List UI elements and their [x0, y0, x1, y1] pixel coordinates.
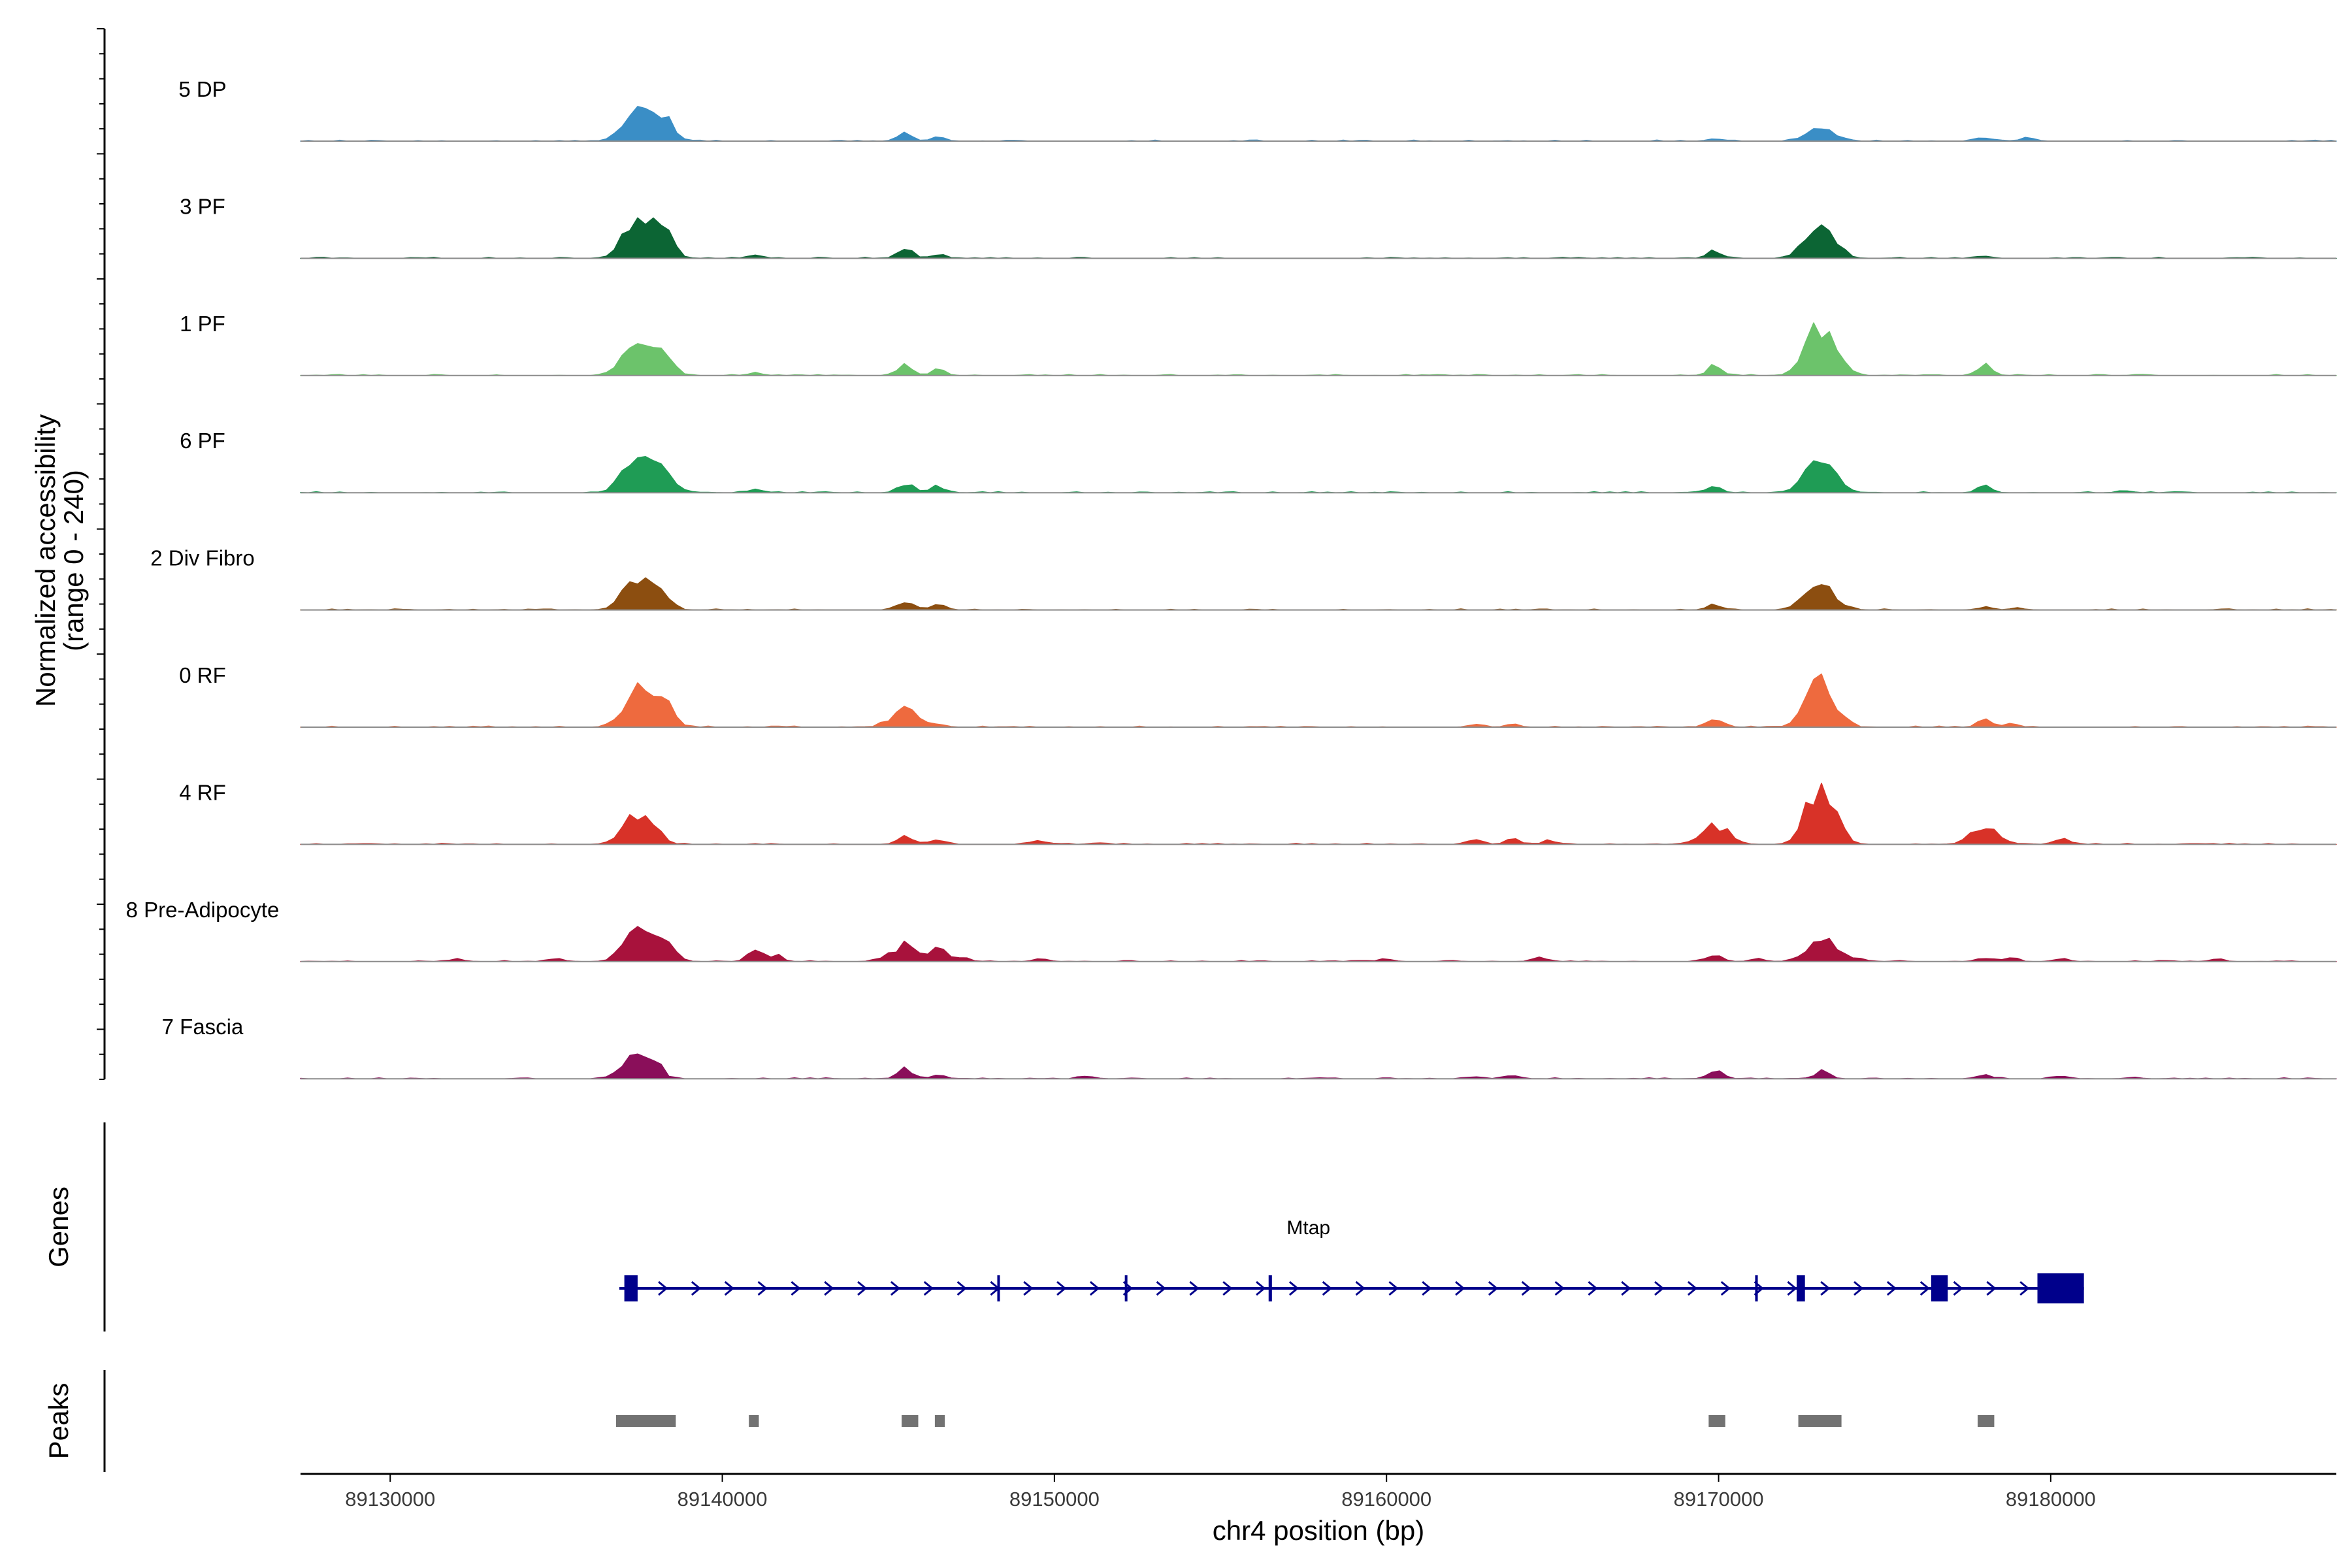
- strand-arrow-icon: [1056, 1281, 1067, 1296]
- track-7-fascia: 7 Fascia: [162, 1015, 2337, 1080]
- track-label: 7 Fascia: [162, 1015, 244, 1039]
- peaks-panel-title: Peaks: [43, 1383, 74, 1460]
- peak-region: [749, 1415, 759, 1427]
- strand-arrow-icon: [1455, 1281, 1465, 1296]
- strand-arrow-icon: [1422, 1281, 1432, 1296]
- x-axis-ticks: 89130000 89140000 89150000 89160000 89170000…: [345, 1474, 2096, 1511]
- coverage-area: [300, 673, 2337, 728]
- exon: [1124, 1275, 1128, 1301]
- strand-arrow-icon: [1621, 1281, 1631, 1296]
- x-tick-label: 89140000: [678, 1488, 768, 1511]
- exon: [2037, 1273, 2084, 1303]
- gene-label: Mtap: [1286, 1217, 1330, 1239]
- strand-arrow-icon: [1222, 1281, 1233, 1296]
- coverage-tracks: 5 DP 3 PF 1 PF 6 PF 2 Div Fibro 0 RF 4 RF 8 Pre…: [126, 77, 2337, 1080]
- x-axis-title: chr4 position (bp): [1213, 1515, 1425, 1546]
- strand-arrow-icon: [857, 1281, 868, 1296]
- strand-arrow-icon: [1521, 1281, 1532, 1296]
- track-5-dp: 5 DP: [178, 77, 2337, 142]
- track-3-pf: 3 PF: [180, 194, 2337, 259]
- track-label: 1 PF: [180, 312, 225, 336]
- exon: [1796, 1275, 1805, 1301]
- strand-arrow-icon: [658, 1281, 668, 1296]
- strand-arrow-icon: [757, 1281, 768, 1296]
- x-tick-label: 89170000: [1674, 1488, 1764, 1511]
- strand-arrow-icon: [1554, 1281, 1565, 1296]
- coverage-area: [300, 783, 2337, 845]
- strand-arrow-icon: [1886, 1281, 1897, 1296]
- strand-arrow-icon: [1953, 1281, 1963, 1296]
- peak-region: [902, 1415, 919, 1427]
- peak-region: [934, 1415, 945, 1427]
- exon: [1268, 1275, 1272, 1301]
- strand-arrow-icon: [1720, 1281, 1731, 1296]
- y-axis-title: Normalized accessibility: [30, 414, 61, 707]
- coverage-area: [300, 926, 2337, 962]
- exon: [1755, 1275, 1758, 1301]
- x-tick-label: 89130000: [345, 1488, 435, 1511]
- strand-arrow-icon: [1787, 1281, 1797, 1296]
- track-0-rf: 0 RF: [179, 663, 2337, 728]
- strand-arrow-icon: [1322, 1281, 1333, 1296]
- strand-arrow-icon: [1654, 1281, 1665, 1296]
- track-label: 3 PF: [180, 194, 225, 218]
- x-tick-label: 89160000: [1341, 1488, 1431, 1511]
- peak-region: [1708, 1415, 1725, 1427]
- exon: [997, 1275, 1000, 1301]
- gene-annotations: Mtap: [619, 1217, 2084, 1303]
- genes-panel-title: Genes: [43, 1186, 74, 1267]
- coverage-area: [300, 322, 2337, 376]
- exon: [1931, 1275, 1948, 1301]
- track-label: 5 DP: [178, 77, 226, 101]
- strand-arrow-icon: [791, 1281, 801, 1296]
- strand-arrow-icon: [1355, 1281, 1365, 1296]
- strand-arrow-icon: [1089, 1281, 1100, 1296]
- track-1-pf: 1 PF: [180, 312, 2337, 376]
- strand-arrow-icon: [1256, 1281, 1266, 1296]
- peak-region: [1798, 1415, 1842, 1427]
- coverage-area: [300, 1053, 2337, 1079]
- track-2-div-fibro: 2 Div Fibro: [150, 546, 2337, 611]
- y-axis-range: (range 0 - 240): [58, 470, 89, 651]
- track-4-rf: 4 RF: [179, 780, 2337, 845]
- track-label: 6 PF: [180, 429, 225, 453]
- exon: [624, 1275, 638, 1301]
- x-tick-label: 89150000: [1009, 1488, 1100, 1511]
- strand-arrow-icon: [1189, 1281, 1200, 1296]
- track-6-pf: 6 PF: [180, 429, 2337, 494]
- strand-arrow-icon: [2019, 1281, 2030, 1296]
- coverage-area: [300, 456, 2337, 493]
- strand-arrow-icon: [890, 1281, 901, 1296]
- strand-arrow-icon: [1854, 1281, 1864, 1296]
- x-tick-label: 89180000: [2006, 1488, 2096, 1511]
- peak-region: [1978, 1415, 1995, 1427]
- strand-arrow-icon: [1023, 1281, 1034, 1296]
- coverage-area: [300, 217, 2337, 259]
- peak-regions: [615, 1415, 1995, 1427]
- strand-arrow-icon: [956, 1281, 967, 1296]
- track-label: 8 Pre-Adipocyte: [126, 898, 280, 922]
- strand-arrow-icon: [1687, 1281, 1698, 1296]
- strand-arrow-icon: [1919, 1281, 1931, 1296]
- coverage-area: [300, 577, 2337, 611]
- coverage-area: [300, 106, 2337, 142]
- strand-arrow-icon: [1488, 1281, 1499, 1296]
- strand-arrow-icon: [824, 1281, 834, 1296]
- track-label: 4 RF: [179, 780, 226, 804]
- strand-arrow-icon: [1820, 1281, 1831, 1296]
- track-label: 0 RF: [179, 663, 226, 687]
- track-8-pre-adipocyte: 8 Pre-Adipocyte: [126, 898, 2337, 962]
- strand-arrow-icon: [923, 1281, 934, 1296]
- track-label: 2 Div Fibro: [150, 546, 255, 570]
- strand-arrow-icon: [1388, 1281, 1399, 1296]
- strand-arrow-icon: [1156, 1281, 1166, 1296]
- strand-arrow-icon: [1986, 1281, 1997, 1296]
- strand-arrow-icon: [1288, 1281, 1299, 1296]
- coverage-y-ticks: [97, 28, 105, 1080]
- strand-arrow-icon: [691, 1281, 702, 1296]
- strand-arrow-icon: [724, 1281, 735, 1296]
- peak-region: [615, 1415, 676, 1427]
- strand-arrow-icon: [1588, 1281, 1598, 1296]
